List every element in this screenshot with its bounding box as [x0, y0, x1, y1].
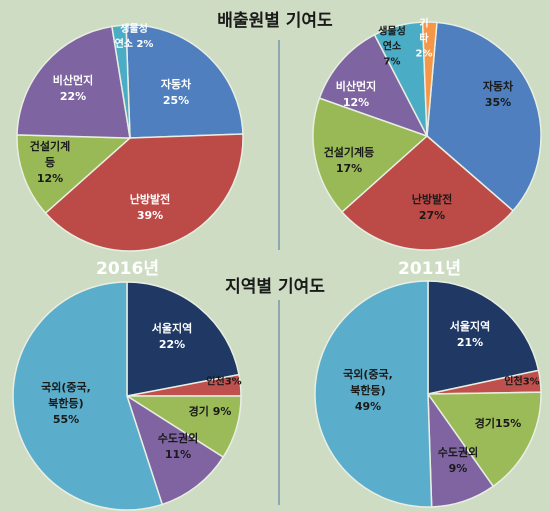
- pie-3-slice-2-label: 경기15%: [475, 416, 522, 430]
- pie-1-slice-2-label: 건설기계등 17%: [324, 145, 375, 175]
- section-title-emission-source: 배출원별 기여도: [217, 11, 333, 31]
- pie-0-slice-2: [16, 134, 132, 215]
- pie-3-slice-3-label: 수도권외 9%: [438, 445, 478, 475]
- pie-2-slice-3: [125, 394, 225, 506]
- pie-2-slice-0-label: 서울지역 22%: [152, 321, 192, 351]
- pie-1-slice-5-label: 기 타 2%: [416, 17, 433, 60]
- pie-3-slice-0: [427, 280, 540, 395]
- divider-bottom: [278, 300, 280, 505]
- pie-0-slice-1-label: 난방발전 39%: [130, 192, 170, 222]
- pie-3-slice-1-label: 인천3%: [504, 375, 539, 388]
- year-label-left: 2016년: [96, 259, 159, 279]
- pie-1-slice-0-label: 자동차 35%: [483, 79, 514, 109]
- divider-top: [278, 40, 280, 250]
- pie-2-slice-0: [126, 281, 240, 397]
- section-title-region: 지역별 기여도: [225, 277, 325, 297]
- pie-1-slice-1: [340, 135, 515, 251]
- pie-3-slice-0-label: 서울지역 21%: [450, 319, 490, 349]
- pie-3-slice-4-label: 국외(중국, 북한등) 49%: [343, 367, 393, 413]
- pie-0-slice-4-label: 생물성 연소 2%: [115, 22, 154, 50]
- pie-3-slice-2: [426, 391, 542, 488]
- pie-0-slice-4: [111, 24, 131, 139]
- pie-1-slice-5: [421, 21, 438, 137]
- pie-0-slice-3-label: 비산먼지 22%: [53, 73, 93, 103]
- pie-1-slice-3: [318, 33, 429, 138]
- pie-0-slice-0: [125, 24, 244, 139]
- pie-2-slice-4: [12, 281, 164, 511]
- pie-1-slice-1-label: 난방발전 27%: [412, 192, 452, 222]
- pie-3-slice-4: [314, 280, 433, 508]
- pie-0-slice-3: [16, 25, 131, 139]
- pie-2-slice-2-label: 경기 9%: [189, 404, 232, 418]
- pie-1-slice-4-label: 생물성 연소 7%: [378, 25, 406, 68]
- pie-0-slice-0-label: 자동차 25%: [161, 77, 192, 107]
- pie-2-slice-3-label: 수도권외 11%: [158, 431, 198, 461]
- year-label-right: 2011년: [398, 259, 461, 279]
- pie-1-slice-3-label: 비산먼지 12%: [336, 79, 376, 109]
- pie-2-slice-1-label: 인천3%: [206, 375, 241, 388]
- pie-2-slice-4-label: 국외(중국, 북한등) 55%: [41, 380, 91, 426]
- pie-0-slice-1: [44, 133, 244, 252]
- pie-1-slice-0: [426, 21, 542, 212]
- pie-0-slice-2-label: 건설기계 등 12%: [30, 139, 70, 185]
